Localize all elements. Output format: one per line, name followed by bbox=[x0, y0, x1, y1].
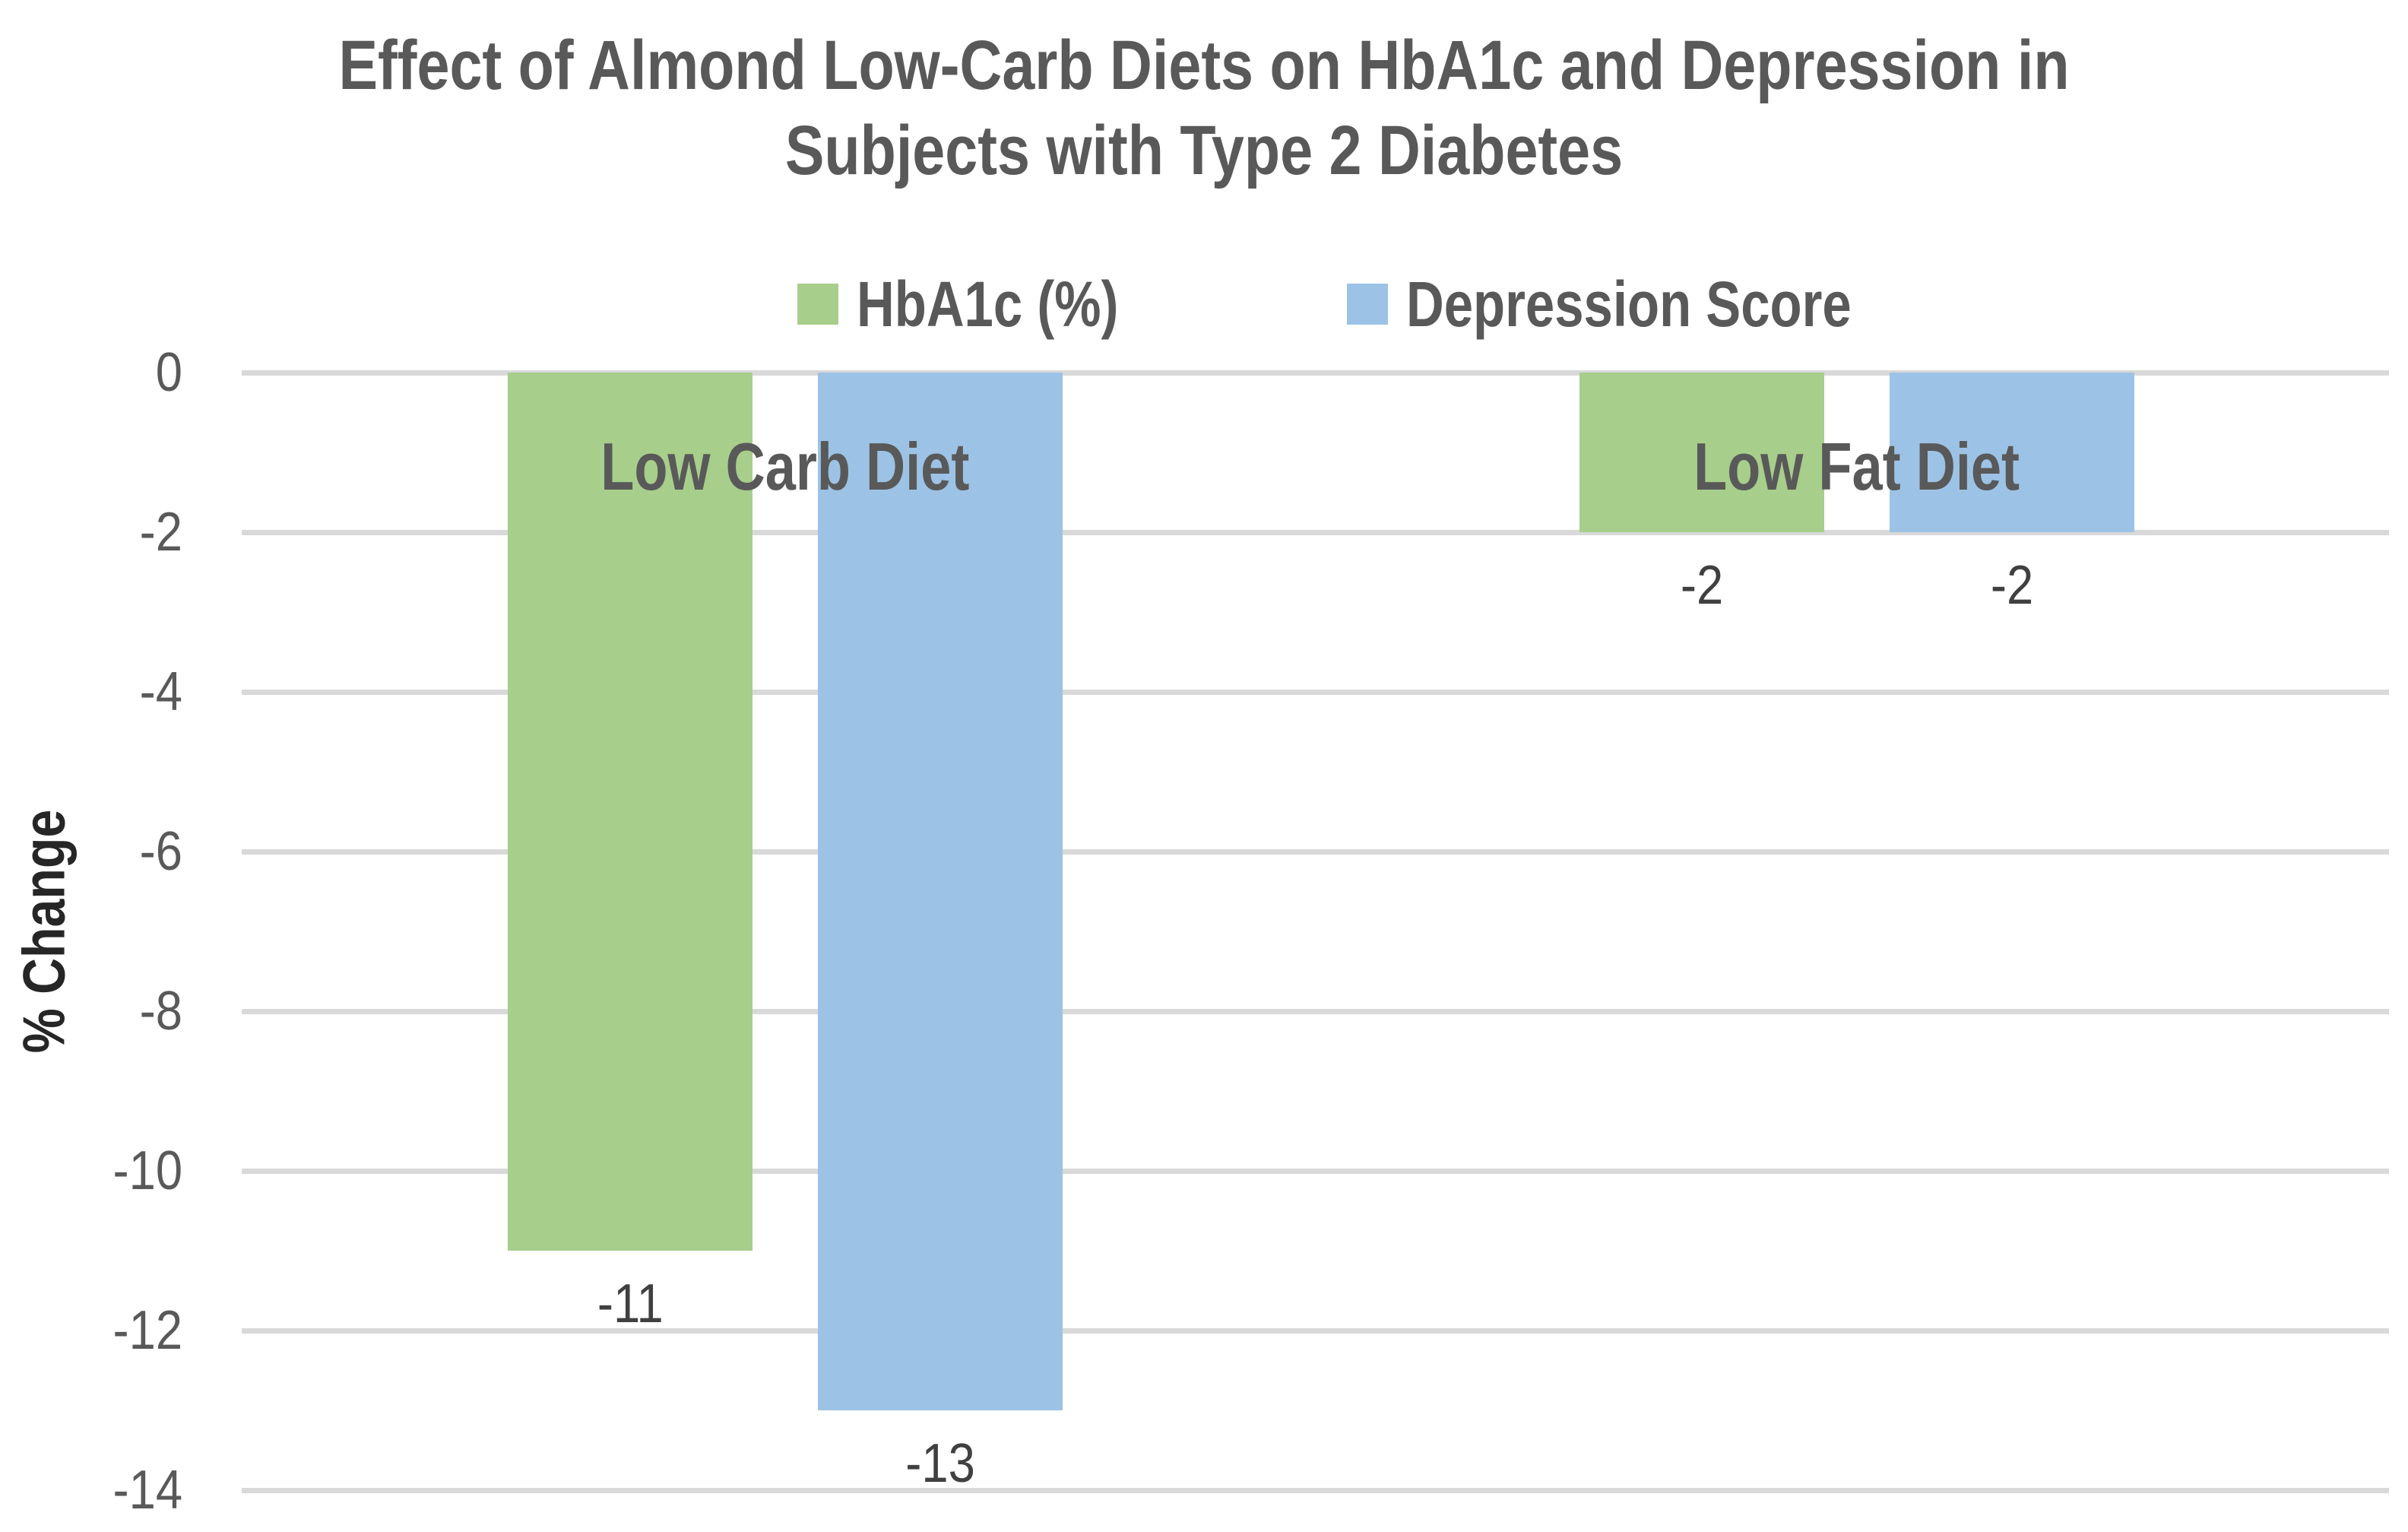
y-tick-text: -6 bbox=[139, 821, 182, 882]
legend: HbA1c (%) Depression Score bbox=[797, 265, 1949, 344]
gridline-y-8 bbox=[242, 1009, 2389, 1014]
gridline-y-6 bbox=[242, 849, 2389, 855]
gridline-y-4 bbox=[242, 690, 2389, 695]
bar-hba1c-low-carb-diet bbox=[508, 373, 753, 1251]
chart-title: Effect of Almond Low-Carb Diets on HbA1c… bbox=[0, 23, 2408, 193]
bar-depression-score-low-fat-diet bbox=[1889, 373, 2134, 532]
legend-swatch-icon bbox=[1347, 284, 1389, 325]
gridline-y-10 bbox=[242, 1169, 2389, 1174]
gridline-y0 bbox=[242, 370, 2389, 376]
y-tick-label--10: -10 bbox=[0, 1140, 182, 1201]
data-label-depression-score-low-fat-diet: -2 bbox=[1890, 555, 2134, 616]
data-label-text: -11 bbox=[597, 1273, 664, 1334]
y-tick-text: -10 bbox=[112, 1140, 182, 1201]
chart-title-line2: Subjects with Type 2 Diabetes bbox=[784, 112, 1624, 189]
y-tick-label--4: -4 bbox=[0, 661, 182, 722]
y-tick-text: 0 bbox=[155, 342, 182, 403]
category-label-text: Low Carb Diet bbox=[600, 429, 970, 504]
y-tick-text: -4 bbox=[139, 661, 182, 722]
data-label-depression-score-low-carb-diet: -13 bbox=[818, 1433, 1063, 1494]
plot-area: -11 -13 Low Carb Diet -2 -2 Low Fat Diet bbox=[242, 370, 2389, 1496]
gridline-y-12 bbox=[242, 1328, 2389, 1334]
legend-label: HbA1c (%) bbox=[857, 268, 1119, 340]
data-label-hba1c-low-carb-diet: -11 bbox=[508, 1273, 752, 1334]
bar-hba1c-low-fat-diet bbox=[1579, 373, 1824, 532]
data-label-hba1c-low-fat-diet: -2 bbox=[1579, 555, 1824, 616]
y-tick-label--2: -2 bbox=[0, 502, 182, 563]
category-label-low-fat-diet: Low Fat Diet bbox=[1515, 430, 2199, 503]
y-tick-text: -2 bbox=[139, 502, 182, 563]
legend-entry-hba1c: HbA1c (%) bbox=[797, 268, 1176, 341]
y-tick-text: -12 bbox=[112, 1300, 182, 1361]
data-label-text: -13 bbox=[905, 1433, 976, 1494]
y-tick-label--12: -12 bbox=[0, 1300, 182, 1361]
gridline-y-14 bbox=[242, 1488, 2389, 1493]
bar-depression-score-low-carb-diet bbox=[818, 373, 1063, 1410]
y-tick-label--14: -14 bbox=[0, 1460, 182, 1521]
category-label-low-carb-diet: Low Carb Diet bbox=[443, 430, 1127, 503]
legend-label: Depression Score bbox=[1406, 268, 1852, 340]
y-tick-label--6: -6 bbox=[0, 821, 182, 882]
data-label-text: -2 bbox=[1680, 555, 1723, 616]
legend-entry-depression-score: Depression Score bbox=[1347, 268, 1949, 341]
y-tick-text: -8 bbox=[139, 981, 182, 1042]
y-tick-label--8: -8 bbox=[0, 981, 182, 1042]
data-label-text: -2 bbox=[1990, 555, 2033, 616]
y-tick-text: -14 bbox=[112, 1460, 182, 1521]
category-label-text: Low Fat Diet bbox=[1694, 429, 2020, 504]
chart-title-line1: Effect of Almond Low-Carb Diets on HbA1c… bbox=[338, 27, 2070, 104]
y-tick-label-0: 0 bbox=[0, 342, 182, 403]
gridline-y-2 bbox=[242, 530, 2389, 535]
legend-swatch-icon bbox=[797, 284, 838, 325]
